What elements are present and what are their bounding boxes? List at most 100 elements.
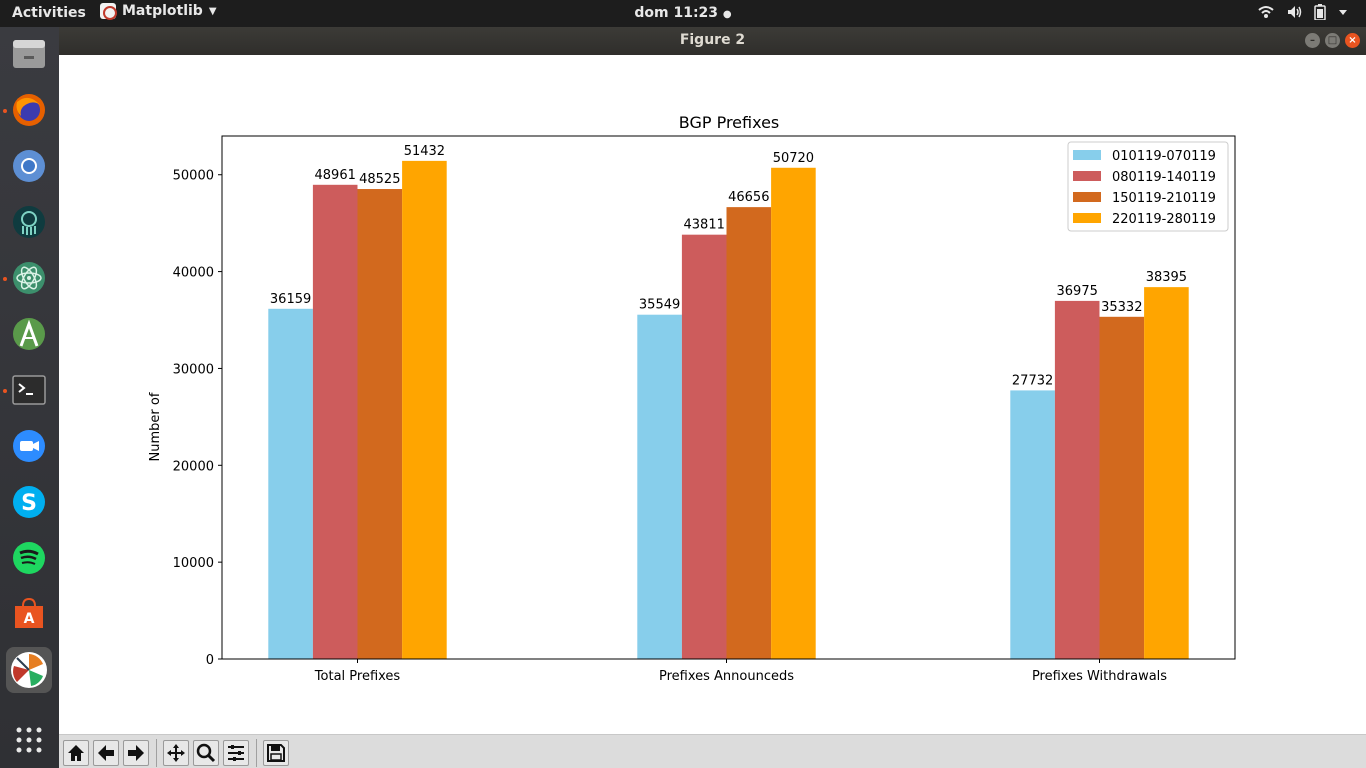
top-bar: Activities Matplotlib ▼ dom 11:23 ●	[0, 0, 1366, 27]
legend-entry: 150119-210119	[1112, 191, 1216, 206]
bar-value-label: 46656	[728, 190, 769, 205]
y-tick-label: 40000	[173, 266, 214, 281]
app-menu[interactable]: Matplotlib ▼	[100, 3, 217, 20]
legend-swatch	[1073, 171, 1101, 181]
system-tray[interactable]	[1258, 4, 1348, 20]
svg-text:S: S	[21, 491, 37, 516]
pan-icon	[167, 744, 185, 762]
close-button[interactable]: ×	[1345, 33, 1360, 48]
clock[interactable]: dom 11:23 ●	[0, 5, 1366, 21]
notification-dot-icon: ●	[722, 9, 732, 20]
bar-value-label: 43811	[684, 218, 725, 233]
battery-icon[interactable]	[1314, 4, 1326, 20]
bar	[312, 184, 358, 659]
zoom-rect-button[interactable]	[193, 740, 219, 766]
bar-value-label: 51432	[404, 144, 445, 159]
bar-value-label: 48525	[359, 172, 400, 187]
forward-icon	[128, 745, 144, 761]
window-title: Figure 2	[679, 32, 746, 48]
terminal-icon[interactable]	[10, 371, 48, 409]
back-button[interactable]	[93, 740, 119, 766]
bar-value-label: 50720	[773, 151, 814, 166]
back-icon	[98, 745, 114, 761]
figure-canvas[interactable]: BGP Prefixes Number of 36159 35549 27732 48…	[59, 55, 1366, 734]
svg-text:A: A	[24, 611, 35, 627]
chart-title: BGP Prefixes	[679, 113, 780, 132]
atom-icon[interactable]	[10, 259, 48, 297]
bar-value-label: 36159	[270, 292, 311, 307]
android-studio-icon[interactable]	[10, 315, 48, 353]
legend-entry: 080119-140119	[1112, 170, 1216, 185]
zoom-icon[interactable]	[10, 427, 48, 465]
bar-value-label: 36975	[1057, 284, 1098, 299]
legend-swatch	[1073, 150, 1101, 160]
configure-subplots-button[interactable]	[223, 740, 249, 766]
volume-icon[interactable]	[1286, 4, 1302, 20]
bar-value-label: 35332	[1101, 300, 1142, 315]
toolbar-separator	[156, 739, 157, 767]
maximize-button[interactable]: □	[1325, 33, 1340, 48]
bar-value-label: 48961	[315, 168, 356, 183]
save-button[interactable]	[263, 740, 289, 766]
spotify-icon[interactable]	[10, 539, 48, 577]
window-titlebar[interactable]: Figure 2 – □ ×	[59, 27, 1366, 55]
forward-button[interactable]	[123, 740, 149, 766]
bar	[402, 160, 447, 659]
matplotlib-app-icon	[100, 3, 117, 20]
bar-value-label: 38395	[1146, 270, 1187, 285]
bar	[771, 167, 816, 660]
bar	[1010, 390, 1055, 659]
software-center-icon[interactable]: A	[10, 595, 48, 633]
configure-subplots-icon	[228, 745, 244, 761]
y-tick-label: 20000	[173, 459, 214, 474]
bar	[357, 189, 403, 660]
skype-icon[interactable]: S	[10, 483, 48, 521]
bar	[268, 308, 313, 659]
bar-chart: BGP Prefixes Number of 36159 35549 27732 48…	[148, 113, 1236, 684]
chevron-down-icon[interactable]	[1338, 4, 1348, 20]
plot-frame	[221, 135, 1236, 660]
clock-label: dom 11:23	[634, 5, 719, 21]
x-tick-label: Prefixes Withdrawals	[1032, 669, 1167, 684]
wifi-icon[interactable]	[1258, 4, 1274, 20]
show-apps-icon[interactable]	[10, 721, 48, 759]
bar	[681, 234, 727, 659]
legend-swatch	[1073, 192, 1101, 202]
bar	[1144, 287, 1189, 659]
navigation-toolbar	[59, 734, 1366, 768]
running-indicator	[3, 389, 7, 393]
bar-value-label: 27732	[1012, 373, 1053, 388]
legend-swatch	[1073, 213, 1101, 223]
bar-value-label: 35549	[639, 298, 680, 313]
y-tick-label: 0	[206, 653, 214, 668]
bar	[637, 314, 682, 659]
y-tick-label: 50000	[173, 169, 214, 184]
activities-button[interactable]: Activities	[12, 5, 86, 21]
minimize-button[interactable]: –	[1305, 33, 1320, 48]
app-menu-label: Matplotlib	[122, 3, 203, 19]
running-indicator	[3, 109, 7, 113]
y-tick-label: 30000	[173, 362, 214, 377]
save-icon	[267, 744, 285, 762]
home-button[interactable]	[63, 740, 89, 766]
home-icon	[68, 745, 84, 761]
gitkraken-icon[interactable]	[10, 203, 48, 241]
zoom-icon	[196, 743, 216, 763]
running-indicator	[3, 277, 7, 281]
legend-frame	[1067, 141, 1229, 232]
matplotlib-icon[interactable]	[6, 647, 52, 693]
firefox-icon[interactable]	[10, 91, 48, 129]
x-tick-label: Prefixes Announceds	[659, 669, 794, 684]
legend-entry: 220119-280119	[1112, 212, 1216, 227]
x-tick-label: Total Prefixes	[314, 669, 401, 684]
chevron-down-icon: ▼	[208, 5, 217, 17]
chromium-icon[interactable]	[10, 147, 48, 185]
figure-window: Figure 2 – □ × BGP Prefixes Number of 36…	[59, 27, 1366, 768]
y-axis-label: Number of	[148, 392, 163, 461]
toolbar-separator	[256, 739, 257, 767]
files-icon[interactable]	[10, 35, 48, 73]
dock: S A	[0, 27, 59, 768]
pan-button[interactable]	[163, 740, 189, 766]
bar	[726, 207, 772, 660]
bar	[1099, 316, 1145, 659]
